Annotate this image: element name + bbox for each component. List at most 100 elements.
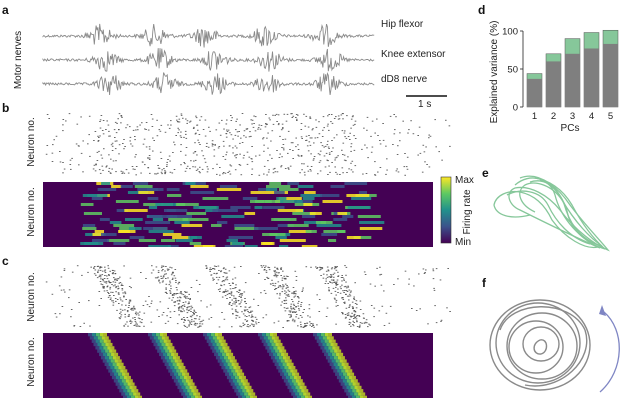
heat-cell: [234, 227, 259, 230]
heat-cell: [282, 356, 290, 360]
spike-mark: [234, 145, 237, 147]
spike-mark: [203, 158, 206, 160]
heat-cell: [270, 356, 278, 360]
heat-cell: [123, 389, 131, 393]
spike-mark: [322, 277, 325, 279]
heat-cell: [193, 392, 201, 396]
spike-mark: [62, 172, 64, 174]
spike-mark: [373, 316, 375, 318]
panel-d-label: d: [478, 3, 485, 17]
spike-mark: [286, 320, 289, 322]
heat-cell: [189, 392, 197, 396]
spike-mark: [114, 273, 117, 275]
heat-cell: [226, 352, 234, 357]
spike-mark: [448, 125, 451, 127]
spike-mark: [180, 164, 182, 166]
spike-mark: [289, 311, 292, 313]
heat-cell: [320, 339, 328, 343]
spike-mark: [147, 129, 150, 131]
spike-mark: [116, 278, 119, 280]
spike-mark: [265, 124, 268, 126]
spike-mark: [379, 266, 381, 268]
spike-mark: [135, 154, 137, 156]
heat-cell: [286, 369, 294, 373]
heat-cell: [110, 359, 118, 363]
spike-mark: [324, 166, 327, 168]
heat-cell: [193, 206, 219, 209]
heat-cell: [316, 224, 342, 227]
heat-cell: [172, 236, 191, 239]
spike-mark: [141, 161, 144, 163]
spike-mark: [171, 299, 173, 301]
spike-mark: [265, 314, 268, 316]
spike-mark: [155, 173, 158, 175]
heat-cell: [275, 342, 283, 347]
spike-mark: [292, 303, 295, 305]
spike-mark: [238, 303, 241, 305]
heat-cell: [97, 336, 105, 340]
spike-mark: [428, 134, 430, 136]
heat-cell: [293, 395, 300, 398]
heat-cell: [269, 339, 277, 343]
spike-mark: [118, 129, 120, 130]
spike-mark: [432, 278, 435, 280]
spike-mark: [178, 121, 181, 123]
heat-cell: [280, 200, 303, 203]
heat-cell: [159, 346, 167, 350]
spike-mark: [132, 129, 135, 131]
spike-mark: [330, 121, 332, 123]
spike-mark: [307, 170, 310, 172]
spike-mark: [368, 323, 370, 325]
spike-mark: [140, 172, 142, 174]
spike-mark: [426, 164, 428, 165]
spike-mark: [97, 271, 99, 273]
spike-mark: [300, 129, 303, 130]
spike-mark: [297, 296, 299, 297]
heat-cell: [326, 349, 334, 353]
spike-mark: [165, 291, 167, 293]
spike-mark: [286, 295, 289, 297]
spike-mark: [341, 167, 344, 169]
heat-cell: [238, 389, 246, 393]
spike-mark: [78, 164, 80, 166]
heat-cell: [162, 233, 182, 236]
heat-cell: [248, 392, 256, 396]
spike-mark: [163, 168, 165, 170]
spike-mark: [274, 171, 277, 173]
spike-mark: [92, 168, 95, 170]
spike-mark: [287, 293, 290, 295]
spike-mark: [135, 322, 137, 324]
spike-mark: [289, 310, 292, 312]
spike-mark: [53, 139, 55, 141]
spike-mark: [123, 325, 126, 327]
spike-mark: [331, 267, 334, 269]
spike-mark: [262, 317, 265, 319]
spike-mark: [97, 140, 100, 141]
spike-mark: [268, 267, 271, 269]
spike-mark: [221, 312, 223, 313]
spike-mark: [335, 286, 337, 288]
spike-mark: [252, 326, 255, 327]
heat-cell: [218, 352, 226, 357]
spike-mark: [328, 289, 330, 291]
heat-cell: [320, 221, 333, 224]
heat-cell: [244, 245, 258, 247]
spike-mark: [336, 279, 339, 281]
spike-mark: [352, 115, 354, 117]
spike-mark: [96, 160, 99, 161]
spike-mark: [236, 131, 239, 133]
bar-component: [565, 53, 580, 107]
spike-mark: [209, 269, 211, 271]
spike-mark: [176, 119, 178, 121]
heat-cell: [99, 346, 107, 350]
heat-cell: [174, 359, 182, 363]
spike-mark: [280, 268, 282, 270]
spike-mark: [240, 293, 243, 295]
spike-mark: [345, 137, 348, 139]
spike-mark: [272, 114, 274, 116]
spike-mark: [353, 149, 356, 151]
heat-cell: [111, 375, 119, 380]
spike-mark: [333, 268, 336, 270]
heat-cell: [148, 245, 171, 247]
heat-cell: [240, 392, 248, 396]
